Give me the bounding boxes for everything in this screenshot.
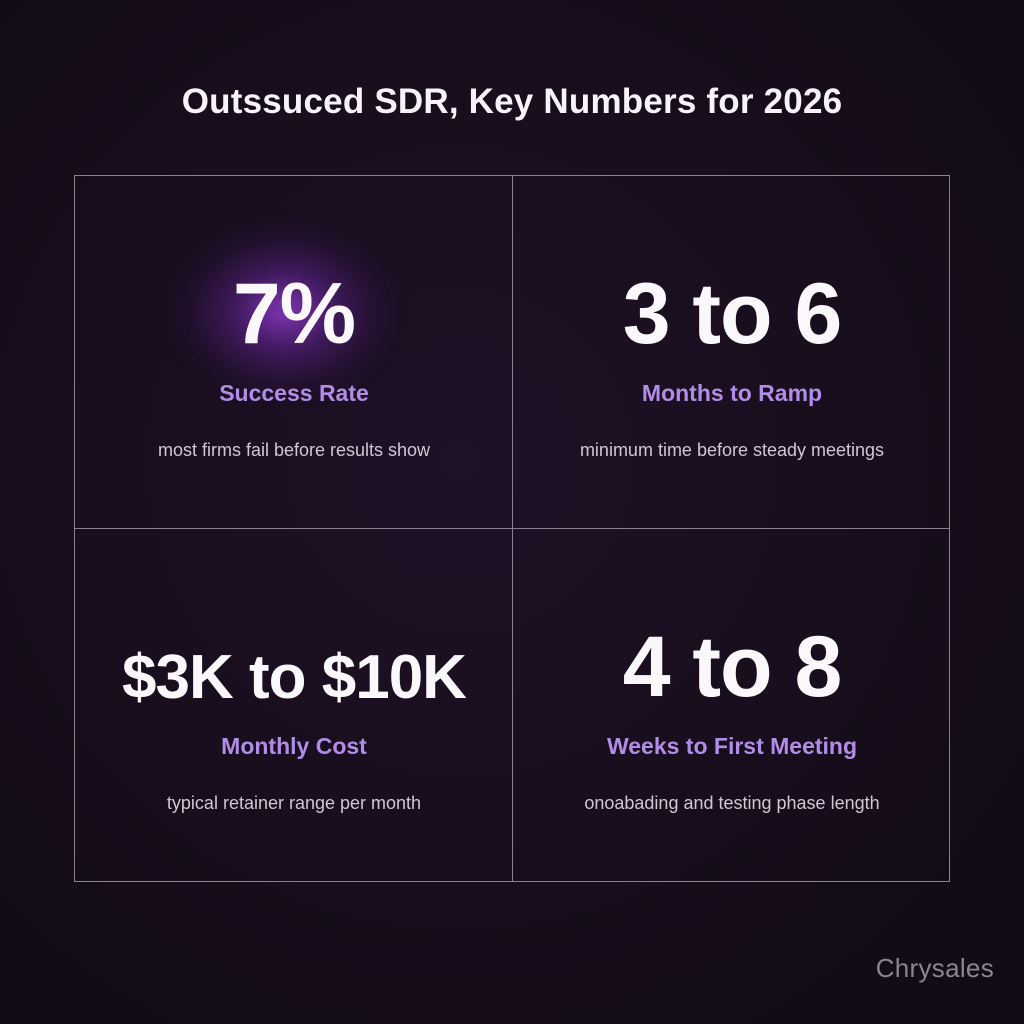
stat-value: 7% <box>232 266 356 362</box>
stat-value: 4 to 8 <box>622 619 843 715</box>
stat-value: 3 to 6 <box>622 266 843 362</box>
brand-wordmark: Chrysales <box>875 953 994 983</box>
stat-card-months-to-ramp: 3 to 6 Months to Ramp minimum time befor… <box>513 176 951 528</box>
stat-description: onoabading and testing phase length <box>584 793 880 813</box>
stat-card-monthly-cost: $3K to $10K Monthly Cost typical retaine… <box>75 529 513 881</box>
stats-grid: 7% Success Rate most firms fail before r… <box>74 175 950 882</box>
stat-description: minimum time before steady meetings <box>579 440 885 460</box>
page-title: Outssuced SDR, Key Numbers for 2026 <box>181 82 843 121</box>
stat-label: Weeks to First Meeting <box>606 733 858 759</box>
stat-label: Months to Ramp <box>641 380 823 406</box>
grid-divider-horizontal <box>75 528 949 529</box>
stat-description: most firms fail before results show <box>157 440 431 460</box>
stat-description: typical retainer range per month <box>166 793 422 813</box>
stat-card-success-rate: 7% Success Rate most firms fail before r… <box>75 176 513 528</box>
stat-value: $3K to $10K <box>122 643 467 712</box>
highlight-glow <box>169 221 399 401</box>
stat-label: Success Rate <box>219 380 369 406</box>
stat-card-weeks-to-first-meeting: 4 to 8 Weeks to First Meeting onoabading… <box>513 529 951 881</box>
stat-label: Monthly Cost <box>221 733 367 759</box>
